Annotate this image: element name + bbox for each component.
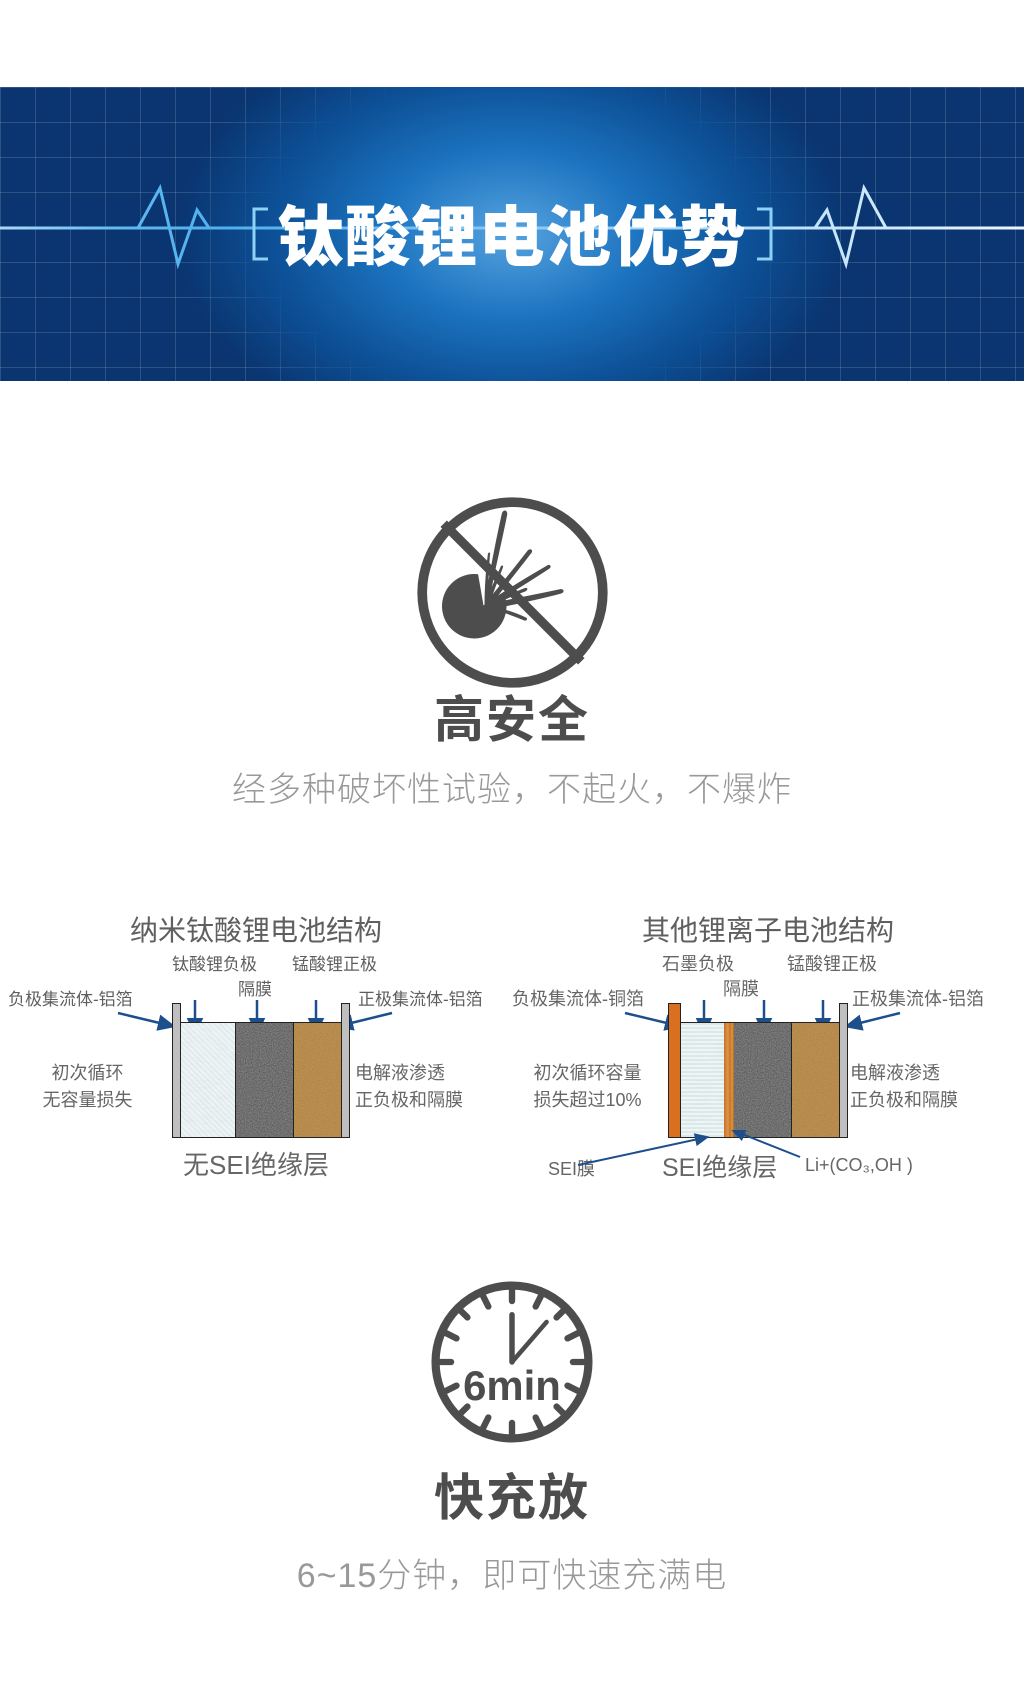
svg-text:6min: 6min: [463, 1362, 561, 1409]
